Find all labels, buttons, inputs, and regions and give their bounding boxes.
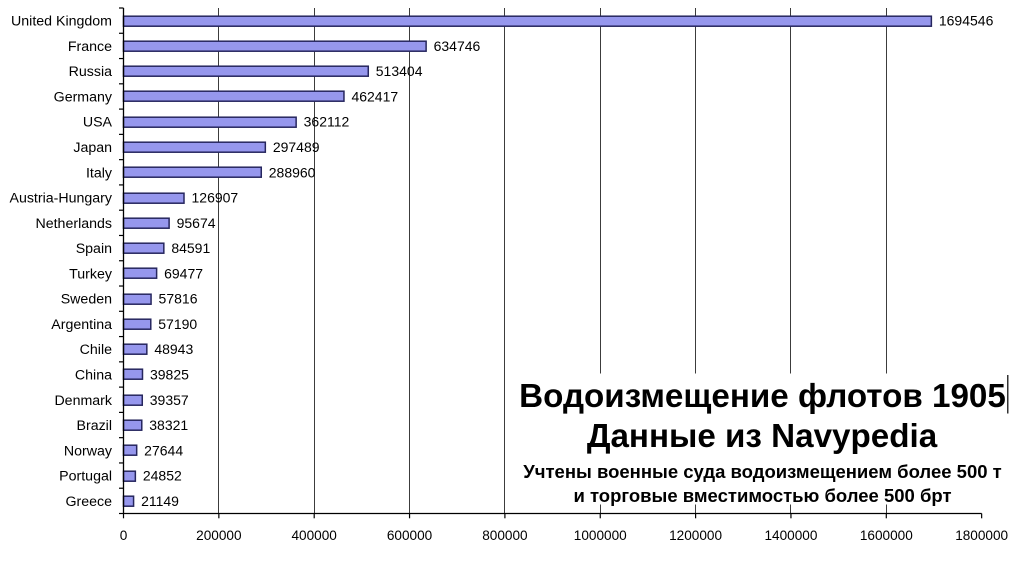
svg-text:USA: USA [83, 115, 113, 131]
svg-text:462417: 462417 [351, 88, 398, 104]
svg-text:Учтены военные суда водоизмеще: Учтены военные суда водоизмещением более… [523, 461, 1001, 482]
svg-text:Водоизмещение флотов 1905: Водоизмещение флотов 1905 [519, 378, 1006, 415]
svg-text:69477: 69477 [164, 265, 203, 281]
svg-text:84591: 84591 [171, 240, 210, 256]
svg-text:1694546: 1694546 [939, 13, 994, 29]
svg-text:China: China [75, 367, 112, 383]
svg-text:United Kingdom: United Kingdom [11, 14, 112, 30]
svg-text:21149: 21149 [141, 493, 179, 509]
svg-text:Argentina: Argentina [51, 317, 112, 333]
svg-text:Italy: Italy [86, 165, 113, 181]
svg-text:39825: 39825 [150, 366, 189, 382]
svg-text:288960: 288960 [269, 164, 316, 180]
svg-text:Netherlands: Netherlands [35, 216, 112, 232]
svg-text:400000: 400000 [292, 528, 338, 543]
svg-text:0: 0 [120, 528, 128, 543]
svg-text:297489: 297489 [273, 139, 320, 155]
svg-text:Germany: Germany [54, 89, 113, 105]
svg-text:Spain: Spain [76, 241, 112, 257]
svg-text:Brazil: Brazil [77, 418, 112, 434]
svg-text:1000000: 1000000 [574, 528, 627, 543]
svg-text:Данные из Navypedia: Данные из Navypedia [587, 418, 938, 455]
svg-text:362112: 362112 [304, 114, 350, 130]
svg-text:126907: 126907 [192, 190, 239, 206]
svg-text:1200000: 1200000 [669, 528, 722, 543]
svg-text:Japan: Japan [73, 140, 112, 156]
svg-text:1400000: 1400000 [764, 528, 817, 543]
svg-text:Denmark: Denmark [54, 393, 112, 409]
svg-text:57190: 57190 [158, 316, 197, 332]
svg-text:39357: 39357 [150, 392, 189, 408]
svg-text:1800000: 1800000 [955, 528, 1008, 543]
svg-text:и торговые вместимостью более: и торговые вместимостью более 500 брт [573, 485, 951, 506]
svg-text:634746: 634746 [434, 38, 481, 54]
svg-text:48943: 48943 [154, 341, 193, 357]
svg-text:200000: 200000 [196, 528, 242, 543]
svg-text:1600000: 1600000 [860, 528, 913, 543]
svg-text:24852: 24852 [143, 468, 182, 484]
svg-text:57816: 57816 [159, 291, 198, 307]
svg-text:Norway: Norway [64, 443, 113, 459]
svg-text:Turkey: Turkey [69, 266, 113, 282]
svg-text:Greece: Greece [65, 494, 112, 510]
svg-text:513404: 513404 [376, 63, 423, 79]
svg-text:Russia: Russia [69, 64, 112, 80]
svg-text:Sweden: Sweden [61, 292, 112, 308]
svg-text:95674: 95674 [177, 215, 216, 231]
svg-text:Austria-Hungary: Austria-Hungary [9, 191, 112, 207]
svg-text:Portugal: Portugal [59, 469, 112, 485]
svg-text:France: France [68, 39, 112, 55]
svg-text:27644: 27644 [144, 442, 183, 458]
svg-text:38321: 38321 [149, 417, 188, 433]
svg-text:800000: 800000 [482, 528, 528, 543]
svg-text:600000: 600000 [387, 528, 433, 543]
svg-text:Chile: Chile [80, 342, 112, 358]
